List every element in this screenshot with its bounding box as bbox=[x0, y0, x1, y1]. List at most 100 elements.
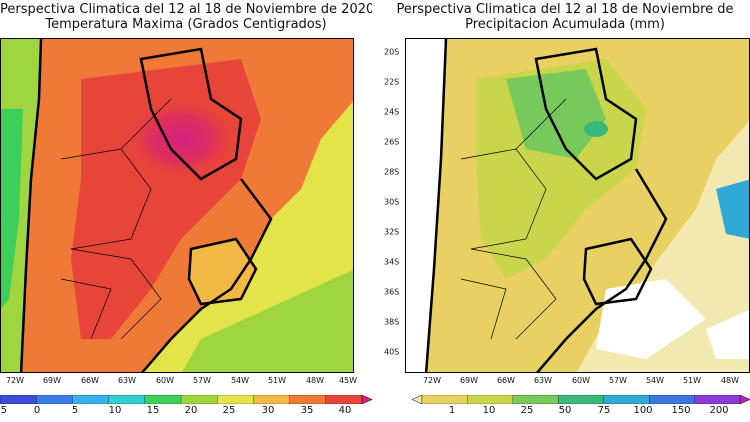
colorbar-label: 40 bbox=[338, 405, 352, 416]
colorbar-label: 20 bbox=[184, 405, 198, 416]
lon-label: 72W bbox=[422, 376, 442, 385]
temperature-map bbox=[0, 38, 354, 373]
colorbar-segment bbox=[325, 395, 363, 404]
lat-label: 40S bbox=[384, 347, 400, 357]
colorbar-arrow-right bbox=[739, 395, 750, 404]
temperature-colorbar bbox=[0, 395, 372, 404]
colorbar-label: 5 bbox=[71, 405, 79, 416]
colorbar-label: 0 bbox=[33, 405, 41, 416]
precipitation-colorbar bbox=[412, 395, 750, 404]
uruguay-border bbox=[582, 237, 653, 306]
pacific-dry-area bbox=[406, 39, 446, 372]
heavy-rain-region bbox=[506, 69, 606, 159]
extreme-heat-center bbox=[126, 99, 236, 179]
colorbar-label: -5 bbox=[0, 405, 7, 416]
colorbar-label: 200 bbox=[709, 405, 729, 416]
lon-label: 66W bbox=[80, 376, 100, 385]
lon-label: 60W bbox=[155, 376, 175, 385]
colorbar-label: 10 bbox=[108, 405, 122, 416]
colorbar-segment bbox=[36, 395, 74, 404]
province-borders bbox=[60, 98, 172, 340]
colorbar-segment bbox=[0, 395, 37, 404]
argentina-coast bbox=[141, 178, 273, 372]
temperature-title-line2: Temperatura Maxima (Grados Centigrados) bbox=[45, 18, 327, 32]
precipitation-panel: Perspectiva Climatica del 12 al 18 de No… bbox=[380, 0, 750, 422]
chile-border bbox=[19, 39, 43, 372]
colorbar-arrow-right bbox=[361, 395, 372, 404]
colorbar-segment bbox=[694, 395, 741, 404]
lon-label: 57W bbox=[608, 376, 628, 385]
province-borders bbox=[460, 98, 567, 340]
colorbar-label: 10 bbox=[482, 405, 496, 416]
lon-label: 51W bbox=[267, 376, 287, 385]
temperature-map-graphic bbox=[1, 39, 353, 372]
colorbar-segment bbox=[180, 395, 218, 404]
lat-label: 20S bbox=[384, 47, 400, 57]
argentina-coast bbox=[536, 168, 668, 372]
precipitation-title-line1: Perspectiva Climatica del 12 al 18 de No… bbox=[396, 3, 734, 17]
lat-label: 28S bbox=[384, 167, 400, 177]
colorbar-label: 1 bbox=[448, 405, 456, 416]
colorbar-segment bbox=[217, 395, 255, 404]
colorbar-segment bbox=[144, 395, 182, 404]
colorbar-segment bbox=[558, 395, 605, 404]
lat-label: 34S bbox=[384, 257, 400, 267]
paraguay-border bbox=[139, 47, 243, 181]
lon-label: 48W bbox=[305, 376, 325, 385]
colorbar-segment bbox=[289, 395, 327, 404]
temperature-title-line1: Perspectiva Climatica del 12 al 18 de No… bbox=[0, 3, 372, 17]
colorbar-label: 25 bbox=[222, 405, 236, 416]
precipitation-title-line2: Precipitacion Acumulada (mm) bbox=[465, 18, 665, 32]
uruguay-border bbox=[187, 237, 258, 306]
lat-label: 22S bbox=[384, 77, 400, 87]
lon-label: 69W bbox=[459, 376, 479, 385]
colorbar-label: 75 bbox=[597, 405, 611, 416]
dry-patch-south bbox=[596, 279, 706, 359]
lat-label: 38S bbox=[384, 317, 400, 327]
colorbar-segment bbox=[253, 395, 291, 404]
colorbar-label: 25 bbox=[520, 405, 534, 416]
uruguay-region bbox=[189, 239, 256, 304]
paraguay-border bbox=[534, 47, 638, 181]
temperature-panel: Perspectiva Climatica del 12 al 18 de No… bbox=[0, 0, 372, 422]
lat-label: 26S bbox=[384, 137, 400, 147]
lon-label: 54W bbox=[230, 376, 250, 385]
lon-label: 45W bbox=[338, 376, 358, 385]
lon-label: 69W bbox=[42, 376, 62, 385]
colorbar-label: 50 bbox=[558, 405, 572, 416]
colorbar-label: 35 bbox=[300, 405, 314, 416]
lon-label: 48W bbox=[720, 376, 740, 385]
lon-label: 63W bbox=[117, 376, 137, 385]
colorbar-segment bbox=[72, 395, 110, 404]
lon-label: 63W bbox=[533, 376, 553, 385]
atlantic-rain-patch bbox=[716, 179, 749, 239]
lat-label: 24S bbox=[384, 107, 400, 117]
colorbar-label: 15 bbox=[146, 405, 160, 416]
lon-label: 51W bbox=[682, 376, 702, 385]
colorbar-label: 100 bbox=[633, 405, 653, 416]
lon-label: 72W bbox=[5, 376, 25, 385]
precipitation-map bbox=[405, 38, 750, 373]
lon-label: 66W bbox=[496, 376, 516, 385]
heavy-rain-spot bbox=[584, 121, 608, 137]
colorbar-arrow-left bbox=[412, 395, 423, 404]
pacific-green-patch bbox=[1, 109, 23, 309]
lat-label: 30S bbox=[384, 197, 400, 207]
colorbar-label: 30 bbox=[261, 405, 275, 416]
lon-label: 60W bbox=[571, 376, 591, 385]
lon-label: 54W bbox=[645, 376, 665, 385]
lat-label: 36S bbox=[384, 287, 400, 297]
colorbar-segment bbox=[648, 395, 696, 404]
dry-patch-east bbox=[706, 309, 749, 359]
colorbar-label: 150 bbox=[671, 405, 691, 416]
colorbar-segment bbox=[421, 395, 469, 404]
colorbar-segment bbox=[108, 395, 146, 404]
colorbar-segment bbox=[512, 395, 559, 404]
chile-border bbox=[424, 39, 448, 372]
lat-label: 32S bbox=[384, 227, 400, 237]
lon-label: 57W bbox=[192, 376, 212, 385]
south-atlantic-area bbox=[182, 269, 353, 372]
colorbar-segment bbox=[603, 395, 650, 404]
colorbar-segment bbox=[467, 395, 514, 404]
precipitation-map-graphic bbox=[406, 39, 749, 372]
